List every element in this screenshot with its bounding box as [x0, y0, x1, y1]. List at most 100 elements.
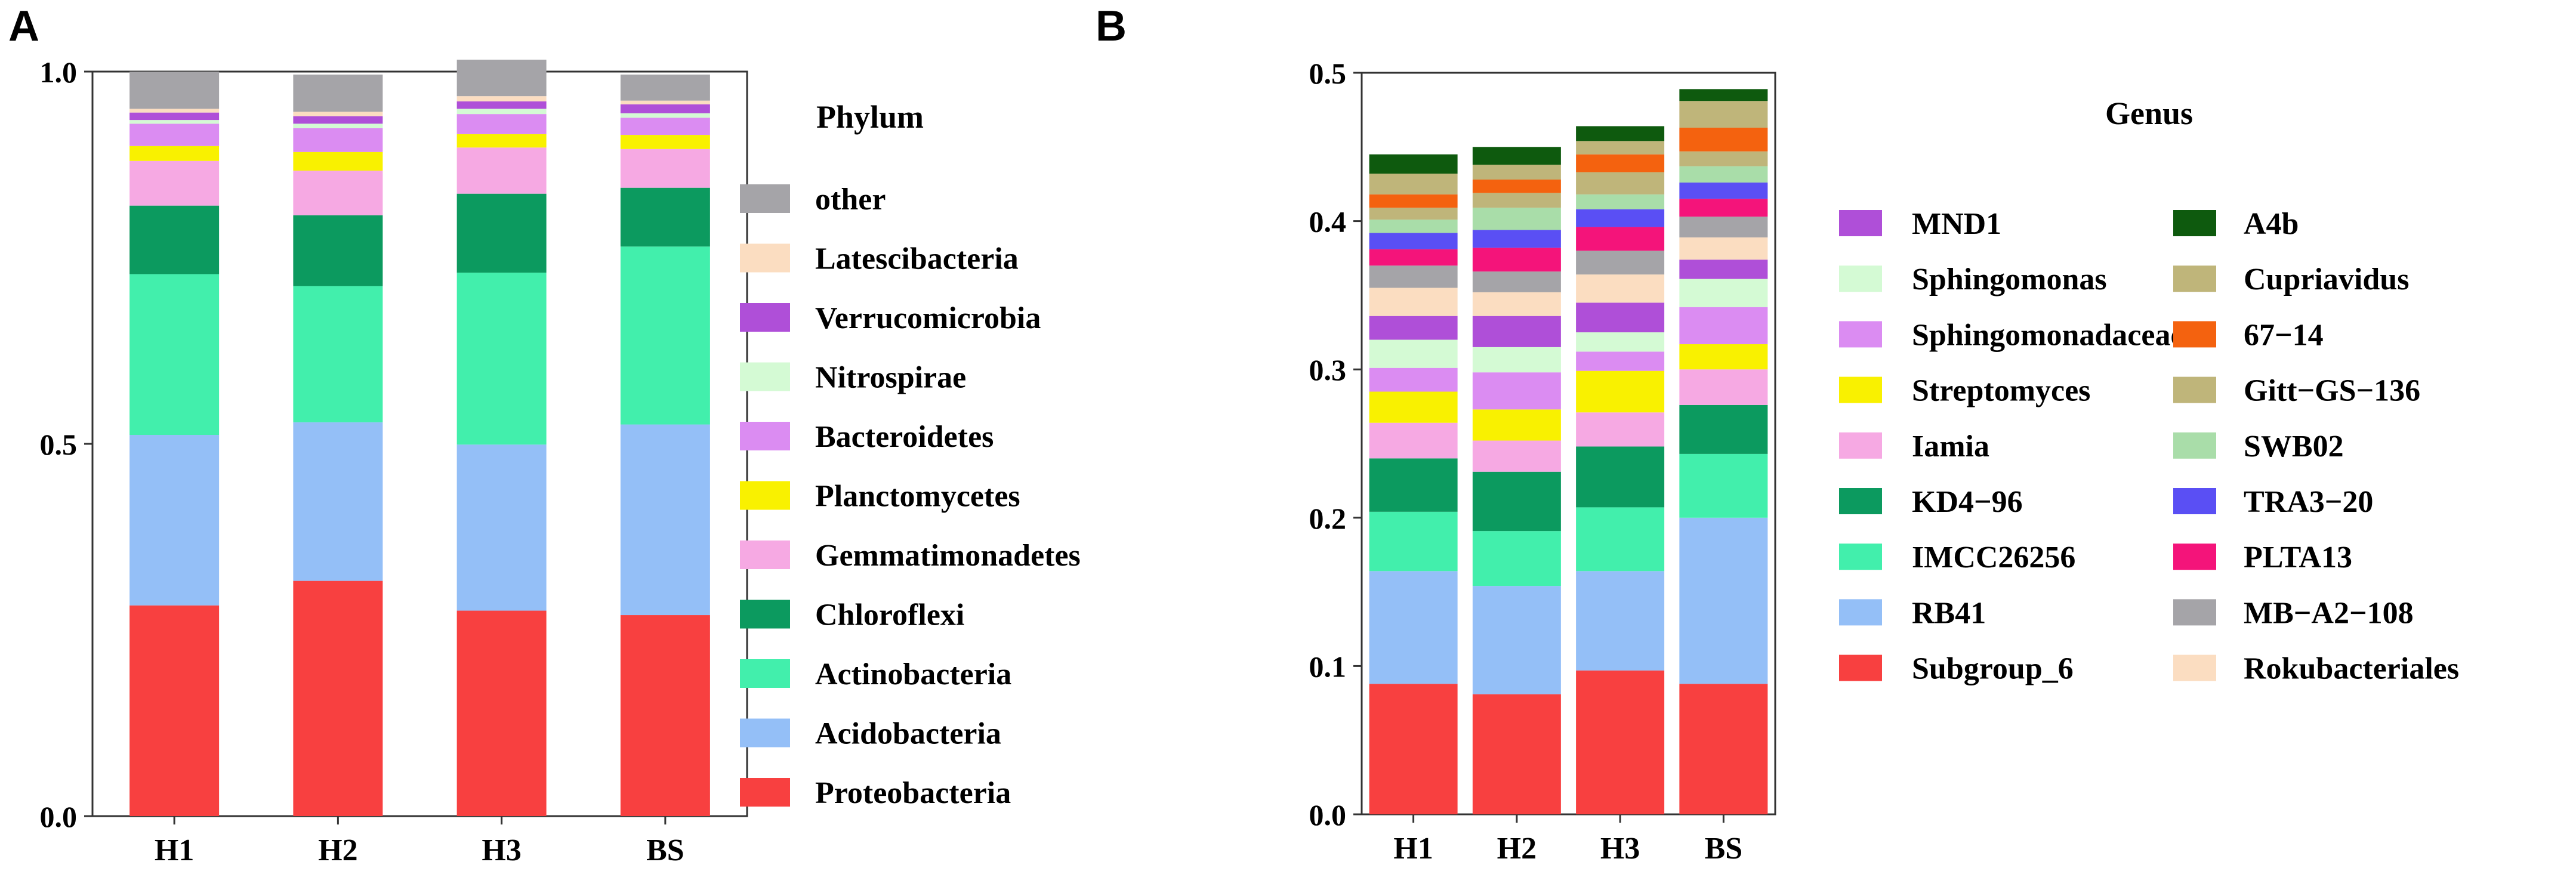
panel-b-bar-h1-mnd1	[1369, 316, 1458, 340]
panel-a-legend-label-gemmatimonadetes: Gemmatimonadetes	[815, 539, 1081, 573]
panel-a-bar-h1-nitrospirae	[129, 120, 220, 124]
panel-b-bar-h2-rokubacteriales	[1472, 292, 1561, 316]
panel-b-legend-swatch-mnd1	[1839, 210, 1882, 236]
panel-b-bar-h3-swb02	[1576, 194, 1665, 209]
panel-b-legend-label-mb-a2-108: MB−A2−108	[2244, 596, 2414, 630]
panel-b-bar-h1-sphingomonas	[1369, 339, 1458, 368]
panel-b-bar-h1-tra3-20	[1369, 233, 1458, 249]
panel-b-bar-bs-swb02	[1679, 166, 1768, 183]
panel-b-xtick-label-h3: H3	[1600, 832, 1640, 866]
panel-a-legend-swatch-latescibacteria	[740, 243, 790, 273]
panel-a-bar-h2-bacteroidetes	[293, 128, 383, 152]
panel-b-ytick-label-0-5: 0.5	[1309, 57, 1347, 90]
panel-b-bar-bs-gitt-gs-136	[1679, 151, 1768, 166]
panel-b-label: B	[1096, 2, 1127, 50]
panel-b-bar-bs-plta13	[1679, 199, 1768, 217]
panel-b-legend-label-iamia: Iamia	[1912, 430, 1989, 464]
panel-a-bar-h1-planctomycetes	[129, 146, 220, 161]
panel-b-legend-label-a4b: A4b	[2244, 207, 2299, 241]
panel-a-xtick-label-h3: H3	[482, 833, 521, 867]
panel-a-bar-bs-gemmatimonadetes	[620, 149, 710, 188]
panel-b-bar-bs-mnd1	[1679, 260, 1768, 279]
panel-b-bar-h2-gitt-gs-136	[1472, 193, 1561, 208]
panel-a-bar-h1-bacteroidetes	[129, 123, 220, 146]
panel-b-legend-swatch-imcc26256	[1839, 543, 1882, 570]
panel-b-bar-h2-mb-a2-108	[1472, 271, 1561, 292]
panel-b-bar-bs-sphingomonadaceae	[1679, 307, 1768, 344]
panel-a-bar-h1-acidobacteria	[129, 435, 220, 606]
panel-b-legend-swatch-kd4-96	[1839, 488, 1882, 514]
panel-b-ytick-label-0-1: 0.1	[1309, 650, 1347, 683]
panel-b-legend-swatch-swb02	[2173, 432, 2216, 459]
panel-b-legend-swatch-streptomyces	[1839, 376, 1882, 403]
panel-a-legend-swatch-chloroflexi	[740, 600, 790, 629]
panel-b-bar-bs-rb41	[1679, 517, 1768, 684]
panel-b-legend-label-sphingomonas: Sphingomonas	[1912, 262, 2107, 296]
panel-b-bar-h1-swb02	[1369, 220, 1458, 233]
panel-b-bar-bs-imcc26256	[1679, 453, 1768, 518]
panel-a-bar-h1-gemmatimonadetes	[129, 160, 220, 206]
panel-b-legend-label-imcc26256: IMCC26256	[1912, 540, 2075, 575]
panel-b-bar-h2-streptomyces	[1472, 409, 1561, 441]
panel-b-bar-bs-kd4-96	[1679, 404, 1768, 454]
panel-b-legend-label-sphingomonadaceae: Sphingomonadaceae	[1912, 318, 2185, 352]
panel-b-bar-bs-tra3-20	[1679, 182, 1768, 199]
panel-a-bar-h1-other	[129, 72, 220, 109]
panel-b-bar-bs-streptomyces	[1679, 344, 1768, 370]
panel-b-bar-h2-subgroup-6	[1472, 694, 1561, 814]
panel-a-bar-bs-other	[620, 74, 710, 101]
panel-b-bar-h2-tra3-20	[1472, 230, 1561, 248]
panel-b-bar-bs-cupriavidus	[1679, 101, 1768, 128]
panel-a-bar-h2-latescibacteria	[293, 112, 383, 116]
panel-a-bar-h3-acidobacteria	[456, 444, 547, 611]
panel-b-legend-swatch-a4b	[2173, 210, 2216, 236]
panel-b-legend-label-swb02: SWB02	[2244, 430, 2344, 464]
panel-a-bar-h3-gemmatimonadetes	[456, 147, 547, 194]
panel-a-legend-label-proteobacteria: Proteobacteria	[815, 776, 1011, 810]
panel-a-legend-swatch-verrucomicrobia	[740, 303, 790, 332]
panel-a-bar-bs-chloroflexi	[620, 187, 710, 247]
panel-b-ytick-label-0-4: 0.4	[1309, 205, 1347, 239]
panel-a-legend-swatch-planctomycetes	[740, 481, 790, 510]
panel-b-legend-label-mnd1: MND1	[1912, 207, 2001, 241]
panel-a-bar-bs-actinobacteria	[620, 246, 710, 425]
panel-b-bar-bs-mb-a2-108	[1679, 217, 1768, 237]
panel-b-legend-swatch-sphingomonadaceae	[1839, 321, 1882, 348]
panel-b-bar-h3-67-14	[1576, 154, 1665, 172]
panel-b-bar-h2-cupriavidus	[1472, 165, 1561, 180]
panel-b-bar-h1-mb-a2-108	[1369, 265, 1458, 288]
panel-b-bar-h2-swb02	[1472, 208, 1561, 230]
panel-b-bar-bs-67-14	[1679, 127, 1768, 152]
panel-a-label: A	[8, 2, 39, 50]
panel-a-legend-swatch-nitrospirae	[740, 362, 790, 391]
panel-b-ytick-label-0-2: 0.2	[1309, 502, 1347, 535]
panel-b-legend-swatch-iamia	[1839, 432, 1882, 459]
panel-b-xtick-label-h1: H1	[1393, 832, 1433, 866]
panel-a-legend-label-latescibacteria: Latescibacteria	[815, 242, 1019, 276]
panel-a-bar-h2-verrucomicrobia	[293, 116, 383, 124]
panel-a-legend-swatch-acidobacteria	[740, 718, 790, 748]
panel-b-bar-h1-gitt-gs-136	[1369, 208, 1458, 220]
panel-a-bar-h3-nitrospirae	[456, 109, 547, 115]
panel-b-bar-h2-iamia	[1472, 440, 1561, 472]
panel-b-legend-label-kd4-96: KD4−96	[1912, 485, 2023, 519]
panel-a-bar-h1-verrucomicrobia	[129, 112, 220, 121]
panel-b-bar-h3-imcc26256	[1576, 507, 1665, 572]
panel-b-bar-h3-subgroup-6	[1576, 670, 1665, 814]
panel-a-legend-label-planctomycetes: Planctomycetes	[815, 480, 1020, 514]
panel-a-ytick-label-1-0: 1.0	[40, 55, 78, 89]
panel-a-legend-label-actinobacteria: Actinobacteria	[815, 657, 1011, 691]
panel-b-legend-label-gitt-gs-136: Gitt−GS−136	[2244, 374, 2420, 408]
panel-b-bar-h3-iamia	[1576, 412, 1665, 447]
panel-b-bar-h2-a4b	[1472, 147, 1561, 165]
panel-a-xtick-label-h2: H2	[318, 833, 357, 867]
panel-a-bar-bs-bacteroidetes	[620, 118, 710, 135]
panel-b-bar-bs-a4b	[1679, 89, 1768, 101]
panel-b-legend-label-cupriavidus: Cupriavidus	[2244, 262, 2409, 296]
panel-b-bar-h3-rokubacteriales	[1576, 274, 1665, 303]
panel-a-bar-h2-nitrospirae	[293, 123, 383, 128]
panel-a-legend-label-verrucomicrobia: Verrucomicrobia	[815, 301, 1041, 335]
panel-b-bar-bs-subgroup-6	[1679, 684, 1768, 814]
panel-b-bar-h1-sphingomonadaceae	[1369, 367, 1458, 392]
